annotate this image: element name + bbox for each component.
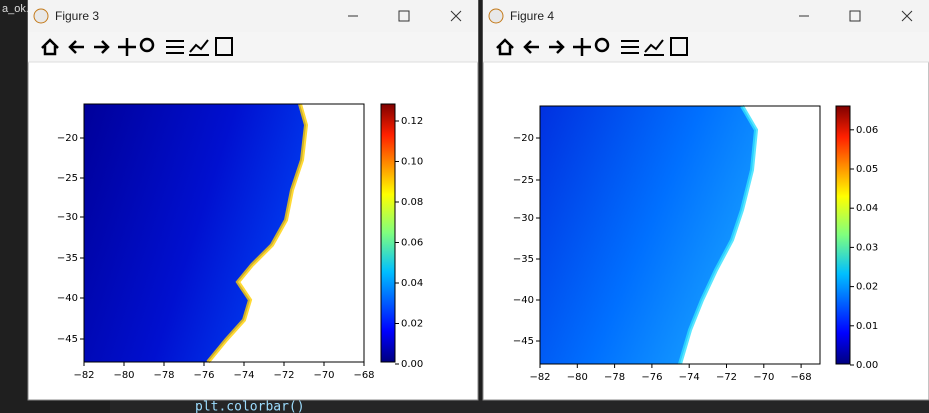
back-button[interactable] (523, 40, 539, 54)
x-tick-label: −68 (791, 372, 812, 383)
zoom-button[interactable] (139, 37, 155, 53)
x-tick-label: −68 (353, 370, 374, 381)
x-tick-label: −82 (529, 372, 550, 383)
x-tick-label: −82 (73, 370, 94, 381)
save-button[interactable] (215, 37, 233, 56)
colorbar-tick-label: 0.02 (401, 319, 423, 330)
x-tick-label: −78 (604, 372, 625, 383)
x-tick-label: −72 (273, 370, 294, 381)
y-tick-label: −45 (57, 334, 78, 345)
forward-button[interactable] (549, 40, 565, 54)
home-button[interactable] (41, 38, 59, 56)
y-tick-label: −35 (57, 253, 78, 264)
y-tick-label: −30 (57, 212, 78, 223)
y-tick-label: −45 (513, 336, 534, 347)
axes-frame (83, 103, 365, 363)
window-title: Figure 3 (55, 9, 99, 23)
axes-frame (539, 105, 821, 365)
y-tick-label: −20 (513, 133, 534, 144)
colorbar-tick-label: 0.10 (401, 157, 423, 168)
y-tick-label: −40 (513, 295, 534, 306)
y-tick-label: −35 (513, 254, 534, 265)
file-label: a_ok. (2, 3, 29, 15)
colorbar-tick-label: 0.03 (856, 242, 878, 253)
edit-button[interactable] (189, 39, 209, 56)
land-mask (208, 104, 364, 362)
x-tick-label: −70 (313, 370, 334, 381)
x-tick-label: −76 (193, 370, 214, 381)
configure-button[interactable] (621, 40, 639, 54)
close-button[interactable] (450, 10, 462, 22)
colorbar-tick-label: 0.00 (856, 360, 878, 371)
maximize-button[interactable] (849, 10, 861, 22)
edit-button[interactable] (644, 39, 664, 56)
back-button[interactable] (68, 40, 84, 54)
app-icon (488, 8, 504, 24)
title-bar (483, 0, 929, 32)
configure-button[interactable] (166, 40, 184, 54)
zoom-button[interactable] (594, 37, 610, 53)
colorbar-tick-label: 0.02 (856, 282, 878, 293)
maximize-button[interactable] (398, 10, 410, 22)
colorbar-tick-label: 0.04 (401, 278, 423, 289)
colorbar-tick-label: 0.00 (401, 359, 423, 370)
coastal-band (206, 103, 309, 364)
app-icon (33, 8, 49, 24)
save-button[interactable] (670, 37, 688, 56)
y-tick-label: −40 (57, 293, 78, 304)
colorbar-tick-label: 0.01 (856, 321, 878, 332)
x-tick-label: −74 (233, 370, 254, 381)
colorbar-tick-label: 0.08 (401, 197, 423, 208)
x-tick-label: −74 (679, 372, 700, 383)
figure-window: Figure 4 −82 −80 −78 −76 −74 −72 −70 −68 −20 −25 −3… (482, 0, 929, 401)
y-tick-label: −20 (57, 133, 78, 144)
x-tick-label: −78 (153, 370, 174, 381)
colorbar-tick-label: 0.05 (856, 164, 878, 175)
close-button[interactable] (901, 10, 913, 22)
figure-window: Figure 3 −82 −80 −78 −76 −74 −72 −70 −68 −20 −25 −3… (27, 0, 479, 401)
x-tick-label: −76 (641, 372, 662, 383)
editor-strip (110, 400, 929, 413)
x-tick-label: −80 (113, 370, 134, 381)
colorbar-tick-label: 0.06 (856, 125, 878, 136)
colorbar (835, 105, 851, 365)
title-bar (28, 0, 478, 32)
colorbar-tick-label: 0.04 (856, 203, 878, 214)
coastal-band (678, 104, 759, 365)
code-line: plt.colorbar() (195, 400, 305, 413)
colorbar-tick-label: 0.06 (401, 238, 423, 249)
y-tick-label: −30 (513, 213, 534, 224)
colorbar-tick-label: 0.12 (401, 116, 423, 127)
pan-button[interactable] (573, 38, 591, 56)
home-button[interactable] (496, 38, 514, 56)
window-title: Figure 4 (510, 9, 554, 23)
x-tick-label: −80 (567, 372, 588, 383)
land-mask (680, 106, 820, 364)
pan-button[interactable] (118, 38, 136, 56)
y-tick-label: −25 (57, 173, 78, 184)
x-tick-label: −72 (716, 372, 737, 383)
colorbar (380, 103, 396, 363)
x-tick-label: −70 (753, 372, 774, 383)
y-tick-label: −25 (513, 175, 534, 186)
forward-button[interactable] (94, 40, 110, 54)
